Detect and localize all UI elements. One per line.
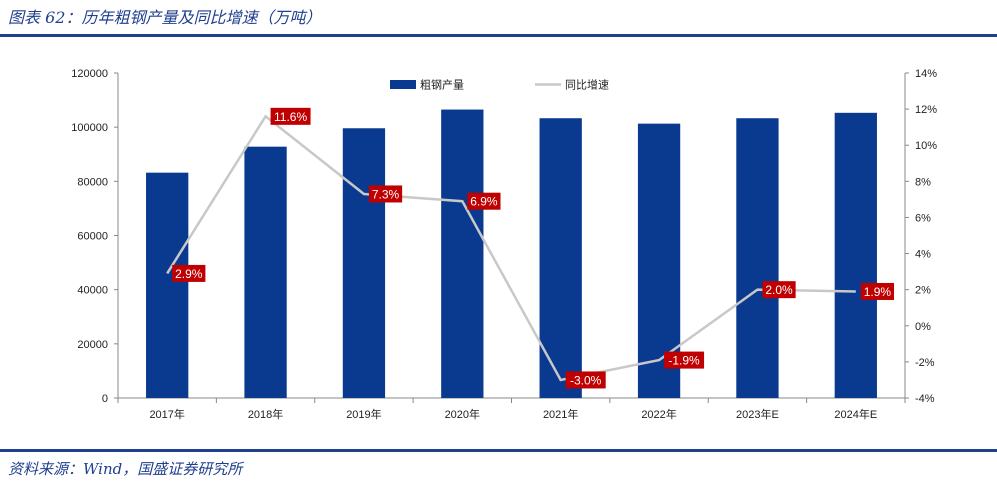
data-label-bg (860, 282, 895, 300)
y-right-tick-label: 10% (915, 140, 937, 152)
data-label: 2.9% (172, 264, 206, 282)
source-note: 资料来源：Wind，国盛证券研究所 (8, 460, 243, 478)
y-right-tick-label: 4% (915, 249, 931, 261)
data-labels: 2.9% 11.6% 7.3% 6.9% -3.0% -1.9% 2.0% 1.9% (172, 107, 895, 389)
bar (244, 146, 287, 398)
y-left-tick-label: 80000 (77, 176, 108, 188)
x-tick-label: 2019年 (346, 407, 381, 421)
data-label-text: 2.0% (765, 283, 793, 297)
data-label: -1.9% (664, 351, 705, 369)
x-tick-label: 2022年 (641, 407, 676, 421)
data-label-bg (172, 264, 206, 282)
axes: 0 20000 40000 60000 80000 100000 120000 -4% -2% 0… (71, 68, 937, 421)
data-label-bg (467, 192, 501, 210)
bar (441, 109, 484, 398)
y-right-tick-label: 6% (915, 212, 931, 224)
data-label-bg (368, 185, 403, 203)
chart-title: 图表 62：历年粗钢产量及同比增速（万吨） (8, 8, 322, 27)
y-right-tick-label: -4% (915, 393, 935, 405)
y-left-tick-label: 120000 (71, 68, 108, 80)
data-label: 11.6% (270, 107, 311, 125)
combo-chart: 0 20000 40000 60000 80000 100000 120000 -4% -2% 0… (71, 68, 937, 421)
data-label-text: 1.9% (864, 285, 892, 299)
top-divider (0, 34, 997, 37)
y-left-tick-label: 60000 (77, 231, 108, 243)
data-label-text: 2.9% (175, 267, 203, 281)
bar (146, 172, 189, 398)
bottom-divider (0, 449, 997, 452)
growth-line (166, 114, 856, 382)
bar (342, 128, 386, 398)
x-tick-label: 2020年 (445, 407, 480, 421)
x-tick-label: 2021年 (543, 407, 578, 421)
y-left-tick-label: 0 (102, 393, 108, 405)
data-label-bg (664, 351, 705, 369)
data-label: 7.3% (368, 185, 403, 203)
data-label: -3.0% (565, 371, 606, 389)
y-left-tick-label: 100000 (71, 122, 108, 134)
x-tick-label: 2018年 (248, 407, 283, 421)
data-label-text: -1.9% (668, 354, 700, 368)
data-label: 1.9% (860, 282, 895, 300)
y-right-tick-label: 14% (915, 68, 937, 80)
bar (539, 118, 582, 399)
y-left-tick-label: 40000 (77, 285, 108, 297)
data-label-bg (270, 107, 311, 125)
y-right-tick-label: 8% (915, 176, 931, 188)
data-label-bg (762, 281, 796, 299)
line-series (166, 114, 856, 382)
y-right-tick-label: 0% (915, 321, 931, 333)
bar-series (146, 109, 877, 399)
legend: 粗钢产量 同比增速 (390, 78, 609, 92)
y-right-tick-label: -2% (915, 357, 935, 369)
data-label: 6.9% (467, 192, 501, 210)
x-tick-label: 2024年E (834, 407, 877, 421)
x-tick-label: 2023年E (736, 407, 779, 421)
data-label-text: -3.0% (570, 373, 602, 387)
data-label: 2.0% (762, 281, 796, 299)
legend-label-bar: 粗钢产量 (420, 78, 464, 92)
y-right-tick-label: 12% (915, 104, 937, 116)
y-left-tick-label: 20000 (77, 339, 108, 351)
data-label-bg (565, 371, 606, 389)
legend-label-line: 同比增速 (565, 78, 609, 92)
data-label-text: 11.6% (274, 110, 307, 124)
bar (736, 118, 779, 399)
x-tick-label: 2017年 (149, 407, 184, 421)
data-label-text: 7.3% (372, 187, 400, 201)
bar (834, 112, 877, 398)
data-label-text: 6.9% (470, 195, 498, 209)
y-right-tick-label: 2% (915, 285, 931, 297)
legend-swatch-bar (390, 80, 416, 89)
